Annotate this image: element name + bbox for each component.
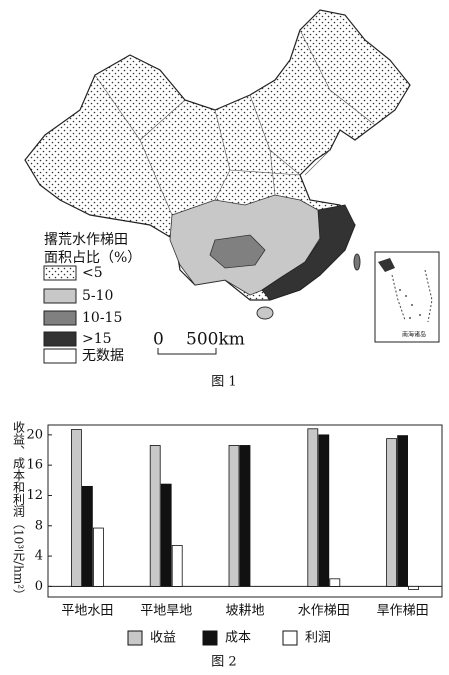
x-tick-label: 旱作梯田	[377, 604, 429, 619]
legend-title: 撂荒水作梯田	[44, 232, 128, 248]
bar	[171, 545, 183, 587]
y-tick-label: 8	[35, 518, 43, 533]
region-10-15	[209, 234, 266, 269]
scale-start: 0	[153, 330, 164, 350]
bar	[228, 445, 240, 587]
inset-islands	[399, 289, 421, 319]
y-tick-label: 16	[26, 458, 43, 473]
inset-coast	[378, 258, 395, 272]
bar	[239, 445, 251, 587]
province-borders	[94, 29, 376, 216]
legend-label: 10-15	[82, 310, 122, 326]
inset-boundary	[391, 269, 433, 323]
legend-swatch	[127, 630, 143, 646]
bar	[71, 429, 82, 587]
y-axis-label: 收益、成本和利润（10³元/hm²）	[12, 421, 26, 601]
legend-label: <5	[82, 265, 103, 281]
scale-bar	[157, 348, 217, 355]
chart-caption: 图 2	[211, 655, 236, 670]
bar	[397, 435, 409, 587]
legend-swatch	[43, 331, 77, 347]
legend-label: 收益	[150, 631, 176, 646]
legend-swatch	[43, 265, 77, 281]
bar	[408, 585, 420, 590]
legend-title: 面积占比（%）	[44, 250, 141, 266]
legend-label: 无数据	[82, 348, 124, 364]
region-over-15	[261, 204, 356, 301]
bar	[82, 485, 93, 587]
y-tick-label: 12	[26, 488, 43, 503]
x-tick-label: 平地旱地	[140, 604, 192, 619]
bar	[93, 527, 104, 587]
bar	[386, 438, 398, 587]
scale-end: 500km	[186, 330, 245, 350]
legend-swatch	[43, 348, 77, 364]
legend-label: 成本	[225, 631, 251, 646]
bar	[329, 578, 341, 587]
y-tick-label: 4	[35, 549, 43, 564]
map: 南海诸岛 撂荒水作梯田 面积占比（%） <5 5-10 10-15 >15 无数…	[24, 9, 440, 364]
taiwan	[353, 253, 361, 271]
legend-swatch	[43, 310, 77, 326]
legend-swatch	[282, 630, 298, 646]
bar	[307, 428, 319, 587]
inset-label: 南海诸岛	[402, 331, 426, 339]
x-tick-label: 水作梯田	[298, 604, 350, 619]
y-tick-label: 20	[26, 427, 43, 442]
y-tick-label: 0	[35, 579, 43, 594]
x-tick-label: 坡耕地	[225, 603, 264, 619]
legend-swatch	[43, 288, 77, 304]
legend-swatch	[202, 630, 218, 646]
map-caption: 图 1	[211, 375, 236, 390]
legend-label: 利润	[305, 631, 331, 646]
bar	[149, 445, 161, 587]
plot-frame	[47, 424, 443, 598]
x-tick-label: 平地水田	[61, 604, 113, 619]
hainan	[256, 306, 274, 320]
legend-label: 5-10	[82, 288, 113, 304]
bar	[318, 434, 330, 587]
legend-label: >15	[82, 331, 112, 347]
bar	[160, 483, 172, 587]
